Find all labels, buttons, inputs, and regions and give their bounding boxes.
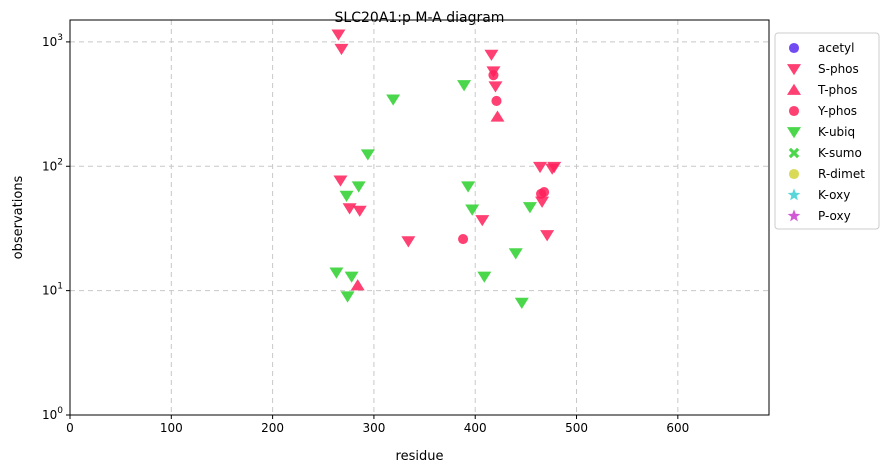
legend-label: P-oxy (818, 209, 851, 223)
data-point-k-ubiq (340, 291, 355, 303)
data-point-k-ubiq (514, 297, 529, 309)
x-tick-label: 100 (160, 421, 183, 435)
data-point-k-ubiq (329, 267, 344, 279)
data-point-y-phos (488, 70, 499, 81)
legend-item-t-phos: T-phos (787, 83, 857, 97)
data-point-s-phos (334, 43, 349, 56)
legend-item-k-ubiq: K-ubiq (787, 125, 855, 139)
data-point-s-phos (488, 81, 503, 93)
data-point-s-phos (540, 230, 555, 242)
data-point-s-phos (352, 205, 367, 217)
legend-label: acetyl (818, 41, 854, 55)
data-point-s-phos (333, 175, 348, 187)
data-point-t-phos (490, 110, 505, 122)
y-tick-label: 103 (42, 33, 63, 49)
legend-marker-k-oxy-icon (787, 188, 801, 201)
data-point-k-ubiq (457, 80, 472, 92)
data-point-s-phos (535, 196, 550, 208)
legend-item-acetyl: acetyl (788, 41, 854, 55)
plot-area-frame (69, 19, 770, 416)
x-tick-label: 500 (565, 421, 588, 435)
y-axis-ticks: 100 101 102 103 (42, 33, 70, 422)
data-point-k-ubiq (461, 181, 476, 193)
y-axis-label: observations (11, 175, 26, 259)
data-point-k-ubiq (386, 94, 401, 106)
data-point-k-ubiq (522, 202, 537, 214)
data-point-k-ubiq (351, 181, 366, 193)
legend-item-p-oxy: P-oxy (787, 209, 851, 223)
grid-lines (70, 20, 769, 415)
legend-label: T-phos (817, 83, 857, 97)
legend-item-r-dimet: R-dimet (788, 167, 865, 181)
legend-marker-s-phos-icon (787, 64, 801, 76)
data-point-k-ubiq (339, 190, 354, 202)
legend-marker-r-dimet-icon (788, 168, 800, 180)
data-point-k-ubiq (477, 271, 492, 283)
legend-label: S-phos (818, 62, 859, 76)
data-point-k-ubiq (465, 204, 480, 216)
data-point-s-phos (401, 236, 416, 248)
legend-label: R-dimet (818, 167, 865, 181)
data-point-s-phos (533, 161, 548, 174)
y-tick-label: 100 (42, 406, 63, 422)
x-tick-label: 600 (666, 421, 689, 435)
x-tick-label: 0 (66, 421, 74, 435)
legend-label: Y-phos (817, 104, 857, 118)
data-point-k-ubiq (344, 271, 359, 283)
legend-marker-k-sumo-icon (788, 147, 800, 159)
data-point-t-phos (350, 279, 365, 291)
data-point-y-phos (458, 233, 469, 245)
data-point-s-phos (547, 161, 562, 174)
chart-title: SLC20A1:p M-A diagram (335, 10, 505, 26)
data-point-k-ubiq (360, 149, 375, 161)
legend-item-s-phos: S-phos (787, 62, 859, 76)
legend-marker-acetyl-icon (788, 42, 800, 54)
y-tick-label: 102 (42, 157, 63, 173)
data-point-s-phos (331, 29, 346, 41)
x-axis-label: residue (396, 449, 444, 464)
data-points (329, 29, 562, 309)
data-point-k-ubiq (508, 248, 523, 260)
legend-frame (774, 32, 880, 230)
data-point-y-phos (539, 187, 550, 198)
legend-item-k-sumo: K-sumo (788, 146, 862, 160)
legend-marker-t-phos-icon (787, 83, 801, 95)
legend-marker-k-ubiq-icon (787, 127, 801, 139)
x-tick-label: 300 (362, 421, 385, 435)
legend-label: K-sumo (818, 146, 862, 160)
legend-item-k-oxy: K-oxy (787, 188, 850, 202)
y-tick-label: 101 (42, 282, 63, 298)
data-point-s-phos (484, 49, 499, 61)
x-axis-ticks: 0 100 200 300 400 500 600 (66, 415, 689, 435)
legend-marker-p-oxy-icon (787, 209, 801, 222)
x-tick-label: 200 (261, 421, 284, 435)
legend-marker-y-phos-icon (788, 105, 800, 117)
legend-item-y-phos: Y-phos (788, 104, 857, 118)
legend: acetyl S-phos T-phos Y-phos K-ubiq K-sumo R-di… (774, 32, 880, 230)
legend-label: K-ubiq (818, 125, 855, 139)
data-point-y-phos (491, 95, 502, 107)
data-point-s-phos (475, 215, 490, 227)
x-tick-label: 400 (464, 421, 487, 435)
data-point-s-phos (342, 203, 357, 215)
legend-label: K-oxy (818, 188, 850, 202)
